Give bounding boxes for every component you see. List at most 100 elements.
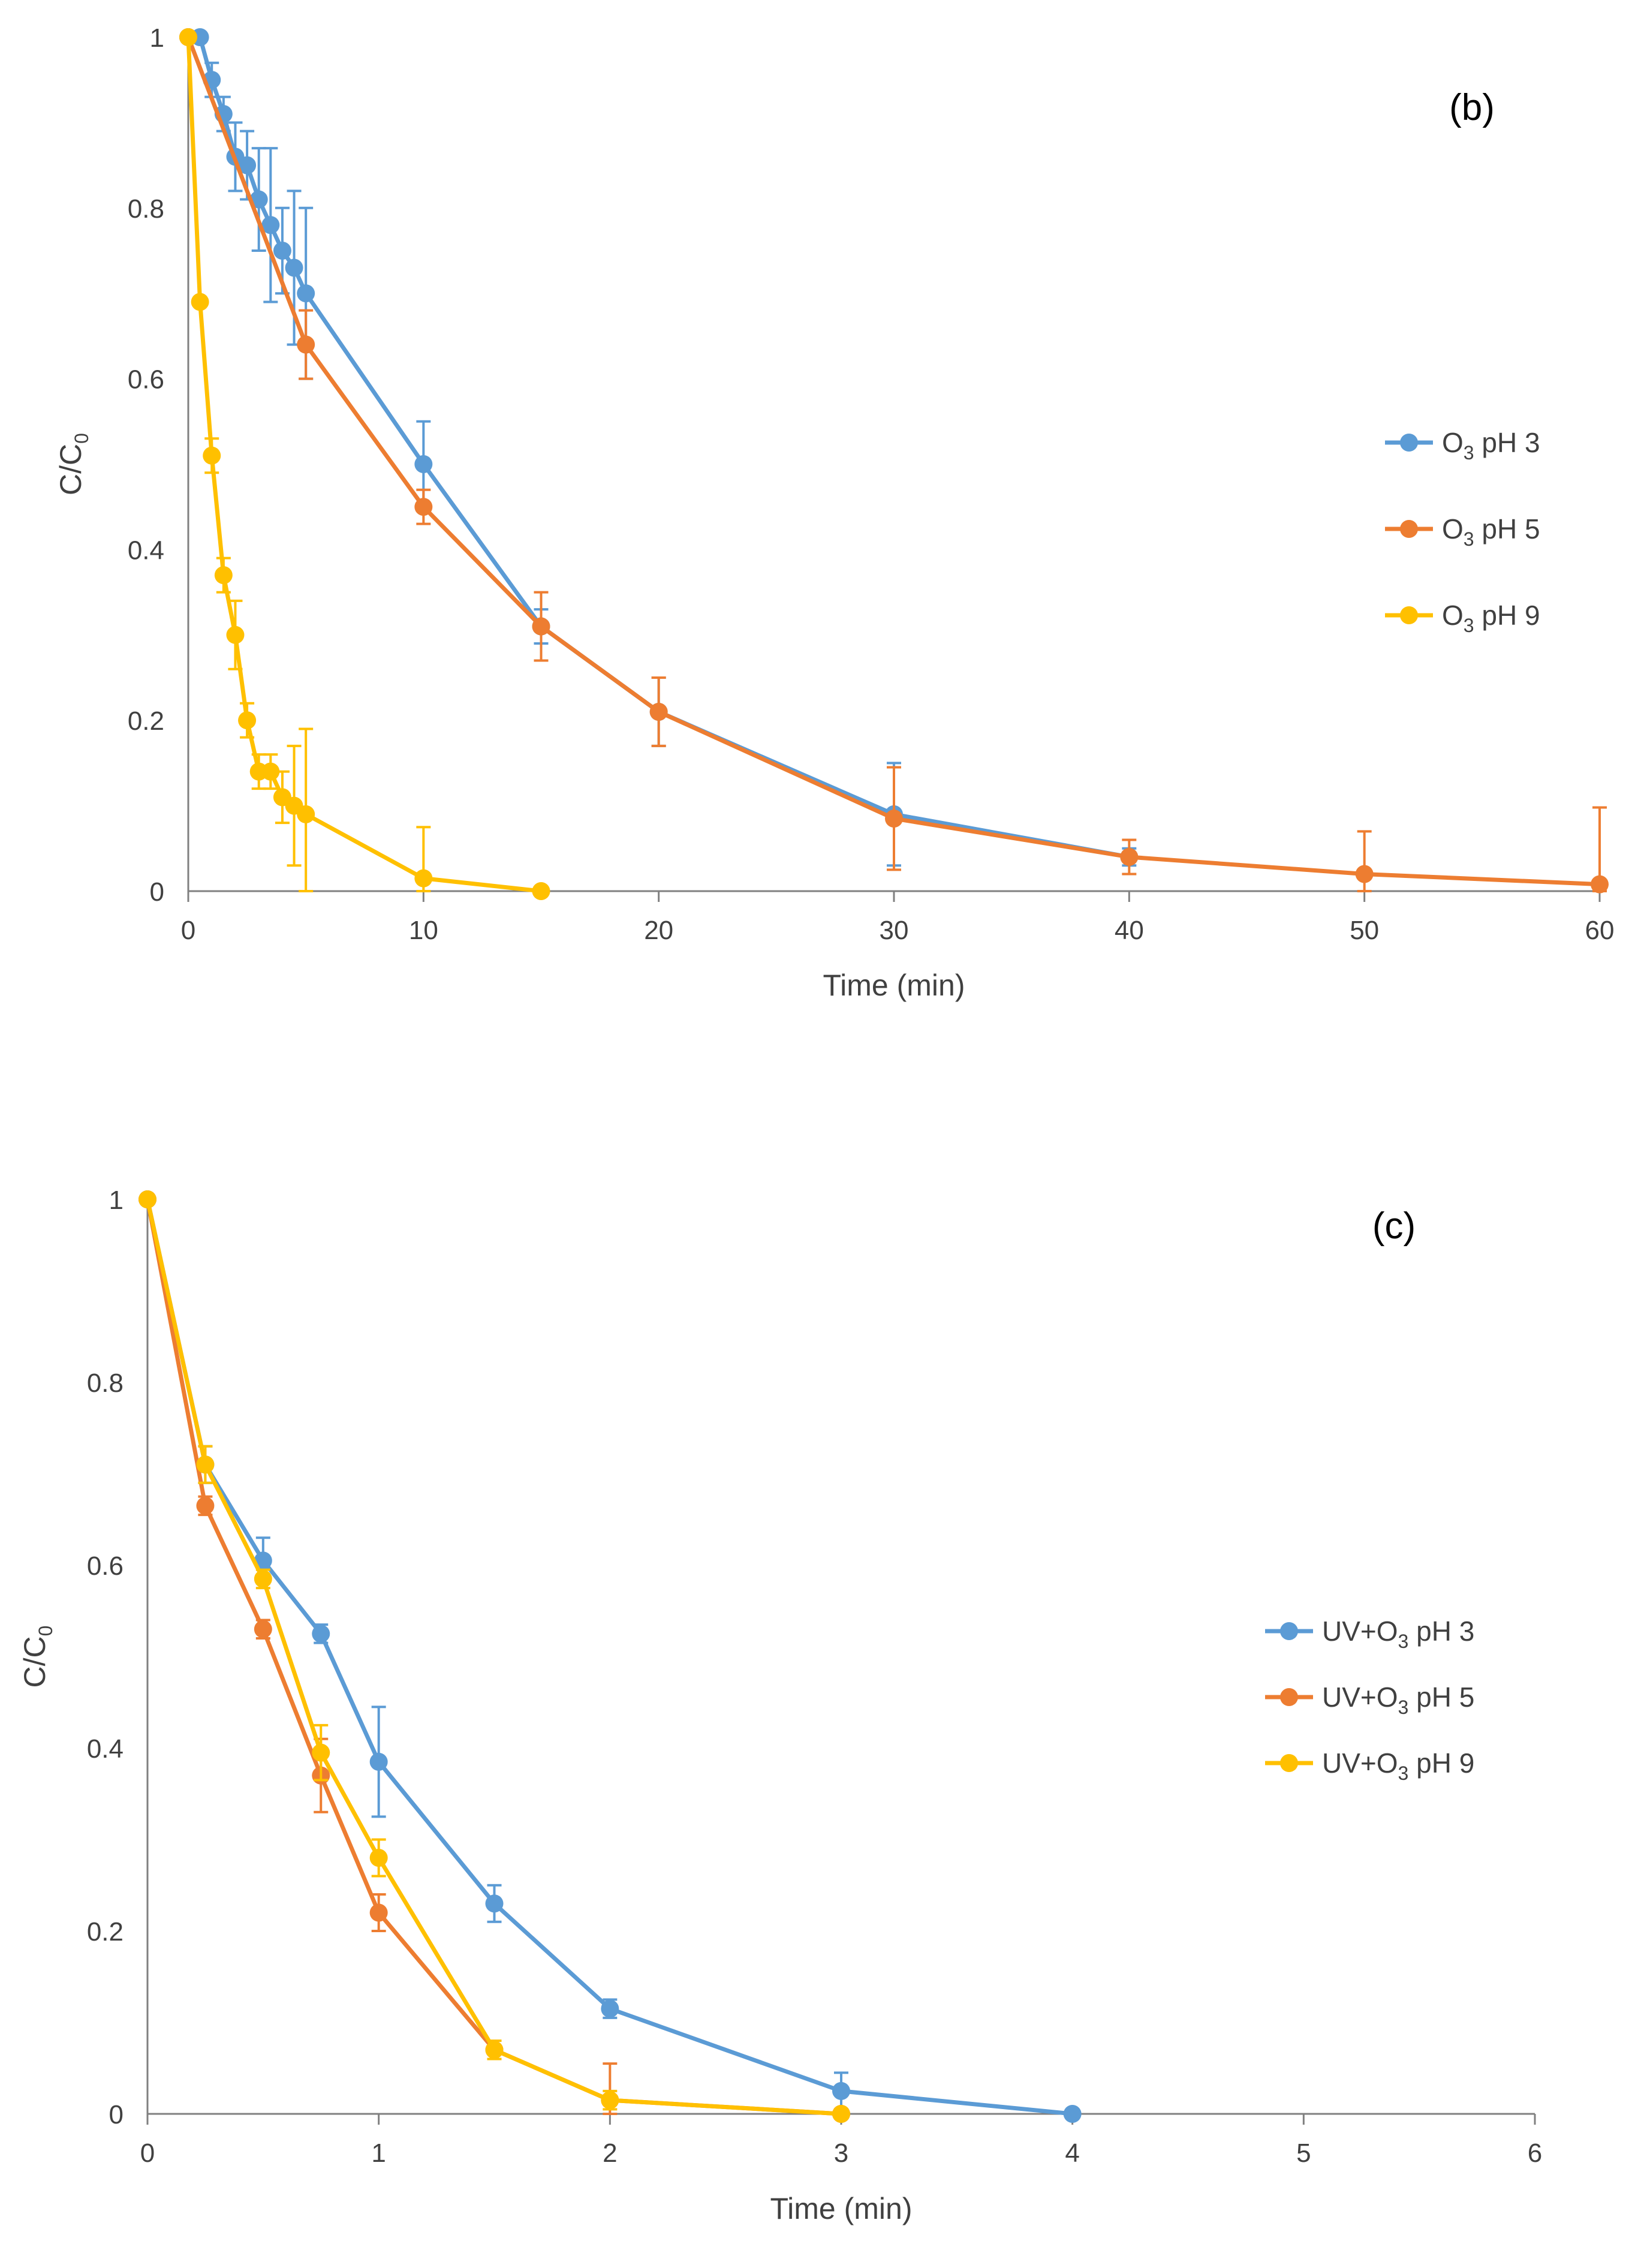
panel-label: (c) xyxy=(1372,1205,1416,1247)
data-point xyxy=(214,566,233,585)
data-point xyxy=(191,293,209,311)
data-point xyxy=(312,1625,330,1643)
series-2 xyxy=(179,28,550,900)
data-point xyxy=(261,216,280,234)
series-2 xyxy=(138,1190,850,2123)
x-tick-label: 30 xyxy=(880,916,909,945)
legend-entry: UV+O3​ pH 3 xyxy=(1265,1616,1474,1652)
data-point xyxy=(414,869,433,888)
data-point xyxy=(238,711,257,730)
data-point xyxy=(1063,2105,1082,2123)
panel-label: (b) xyxy=(1449,87,1495,128)
data-point xyxy=(297,805,315,823)
legend-marker xyxy=(1400,520,1418,538)
legend-label: UV+O3​ pH 9 xyxy=(1322,1747,1474,1784)
data-point xyxy=(297,284,315,303)
data-point xyxy=(1355,865,1374,883)
data-point xyxy=(1591,875,1609,894)
data-point xyxy=(885,809,903,828)
data-point xyxy=(1120,848,1139,867)
x-tick-label: 0 xyxy=(140,2138,155,2168)
series-line xyxy=(186,36,1600,887)
x-tick-label: 4 xyxy=(1065,2138,1079,2168)
legend-marker xyxy=(1280,1622,1298,1640)
legend-marker xyxy=(1400,434,1418,452)
x-tick-label: 5 xyxy=(1296,2138,1311,2168)
legend-marker xyxy=(1400,606,1418,624)
x-tick-label: 0 xyxy=(181,916,195,945)
y-tick-label: 0.4 xyxy=(87,1734,124,1764)
x-axis-label: Time (min) xyxy=(770,2192,912,2225)
x-tick-label: 6 xyxy=(1528,2138,1542,2168)
data-point xyxy=(297,335,315,354)
legend-label: O3​ pH 5 xyxy=(1442,513,1540,550)
x-tick-label: 40 xyxy=(1115,916,1144,945)
data-point xyxy=(179,28,197,46)
y-tick-label: 0.8 xyxy=(128,194,164,224)
y-tick-label: 0.6 xyxy=(87,1551,124,1581)
y-axis-label: C/C0​ xyxy=(18,1626,56,1688)
x-tick-label: 60 xyxy=(1585,916,1615,945)
y-tick-label: 0.8 xyxy=(87,1368,124,1398)
y-tick-label: 0.4 xyxy=(128,536,164,565)
x-tick-label: 3 xyxy=(834,2138,848,2168)
legend-label: UV+O3​ pH 5 xyxy=(1322,1682,1474,1718)
chart-panel-0: 0 10 20 30 40 50 60 0 0.2 0.4 0.6 0.8 1 Time (min) C/C… xyxy=(54,23,1614,1002)
series-line xyxy=(145,1199,842,2116)
data-point xyxy=(285,258,303,277)
series-line xyxy=(145,1199,1073,2116)
data-point xyxy=(369,1752,388,1771)
legend-entry: O3​ pH 5 xyxy=(1385,513,1540,550)
legend-marker xyxy=(1280,1754,1298,1772)
x-tick-label: 50 xyxy=(1350,916,1379,945)
legend-marker xyxy=(1280,1688,1298,1706)
data-point xyxy=(138,1190,156,1208)
data-point xyxy=(532,882,550,900)
data-point xyxy=(254,1551,272,1570)
y-tick-label: 1 xyxy=(150,23,164,53)
legend-entry: O3​ pH 9 xyxy=(1385,600,1540,636)
x-tick-label: 1 xyxy=(371,2138,386,2168)
data-point xyxy=(254,1620,272,1638)
data-point xyxy=(369,1849,388,1867)
y-tick-label: 0.6 xyxy=(128,365,164,395)
x-tick-label: 10 xyxy=(409,916,438,945)
y-tick-label: 0.2 xyxy=(87,1917,124,1947)
legend-entry: UV+O3​ pH 9 xyxy=(1265,1747,1474,1784)
data-point xyxy=(832,2081,850,2100)
data-point xyxy=(238,156,257,175)
data-point xyxy=(249,190,268,209)
y-axis-label: C/C0​ xyxy=(54,433,92,495)
data-point xyxy=(832,2105,850,2123)
legend-label: UV+O3​ pH 3 xyxy=(1322,1616,1474,1652)
data-point xyxy=(414,498,433,516)
chart-panel-1: 0 1 2 3 4 5 6 0 0.2 0.4 0.6 0.8 1 Time (min) C/C0​ (c) U… xyxy=(18,1186,1542,2225)
data-point xyxy=(485,2041,504,2059)
data-point xyxy=(312,1743,330,1762)
series-1 xyxy=(179,28,1609,894)
x-axis-label: Time (min) xyxy=(823,968,965,1002)
data-point xyxy=(369,1903,388,1922)
data-point xyxy=(414,455,433,473)
data-point xyxy=(203,446,221,465)
x-tick-label: 2 xyxy=(603,2138,617,2168)
data-point xyxy=(649,702,668,721)
legend-entry: O3​ pH 3 xyxy=(1385,427,1540,464)
x-tick-label: 20 xyxy=(644,916,673,945)
y-tick-label: 1 xyxy=(109,1186,124,1215)
legend-label: O3​ pH 9 xyxy=(1442,600,1540,636)
y-tick-label: 0 xyxy=(109,2100,124,2129)
y-tick-label: 0.2 xyxy=(128,706,164,736)
data-point xyxy=(485,1894,504,1913)
series-1 xyxy=(138,1190,850,2123)
series-0 xyxy=(138,1190,1082,2123)
series-line xyxy=(145,1199,842,2116)
data-point xyxy=(532,617,550,636)
data-point xyxy=(273,242,291,260)
data-point xyxy=(196,1455,215,1474)
legend-entry: UV+O3​ pH 5 xyxy=(1265,1682,1474,1718)
data-point xyxy=(196,1496,215,1515)
y-tick-label: 0 xyxy=(150,877,164,907)
legend-label: O3​ pH 3 xyxy=(1442,427,1540,464)
